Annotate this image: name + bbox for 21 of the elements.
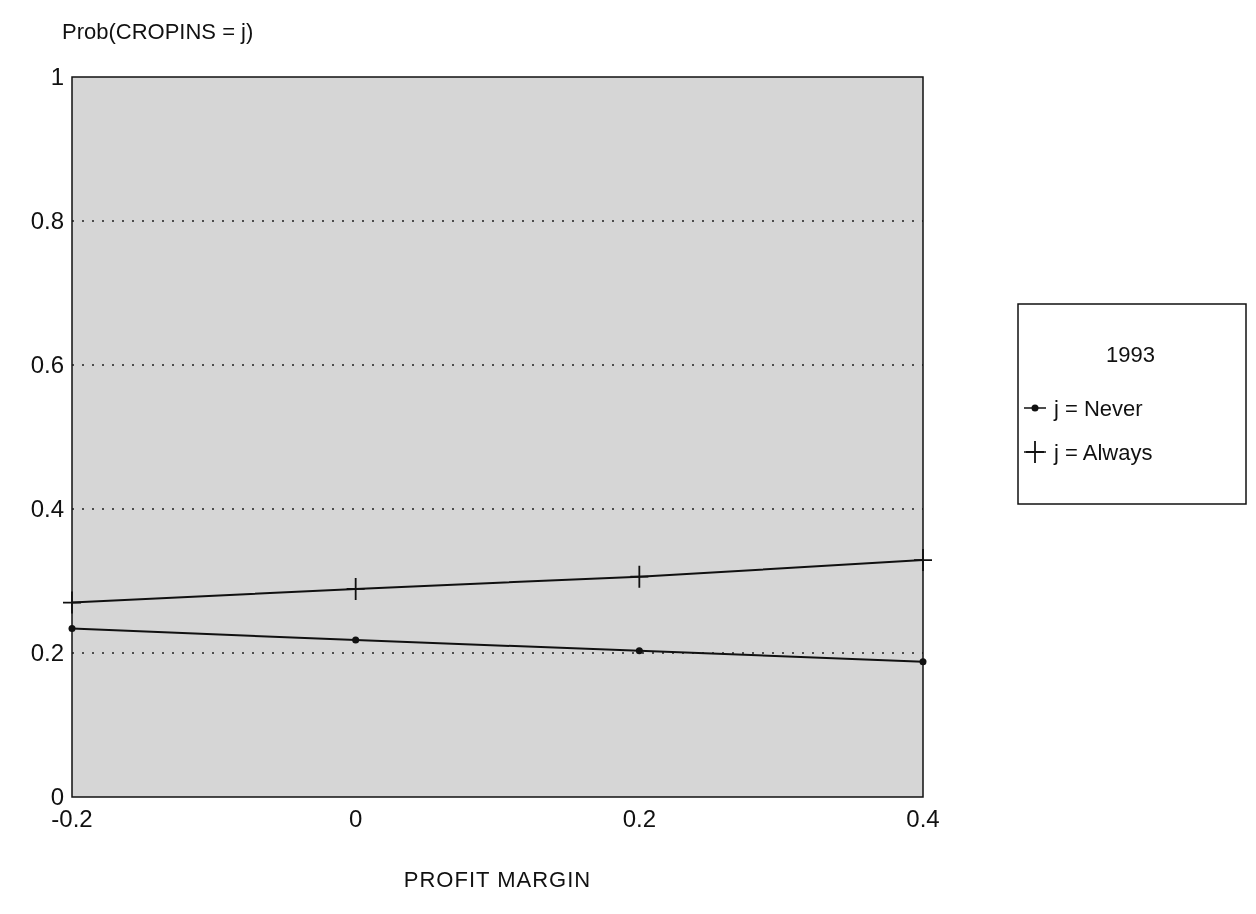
y-tick-label: 1 bbox=[50, 63, 64, 91]
x-axis-title: PROFIT MARGIN bbox=[403, 867, 592, 892]
legend-title: 1993 bbox=[1106, 342, 1155, 367]
y-tick-label: 0.8 bbox=[30, 207, 64, 235]
x-tick-label: 0.4 bbox=[906, 805, 940, 832]
y-tick-label: 0.6 bbox=[30, 351, 64, 379]
point bbox=[346, 577, 365, 600]
legend-label: j = Always bbox=[1053, 439, 1153, 465]
point bbox=[68, 625, 76, 633]
point bbox=[919, 658, 927, 666]
x-tick-label: 0 bbox=[348, 805, 363, 832]
point bbox=[635, 647, 643, 655]
point bbox=[630, 565, 649, 588]
y-tick-label: 0.4 bbox=[30, 495, 64, 523]
legend-label: j = Never bbox=[1053, 395, 1143, 421]
x-tick-label: 0.2 bbox=[622, 805, 657, 832]
point bbox=[352, 636, 360, 644]
y-axis-title: Prob(CROPINS = j) bbox=[62, 19, 254, 44]
point bbox=[63, 591, 81, 614]
point bbox=[914, 549, 932, 572]
y-tick-label: 0.2 bbox=[30, 639, 64, 667]
